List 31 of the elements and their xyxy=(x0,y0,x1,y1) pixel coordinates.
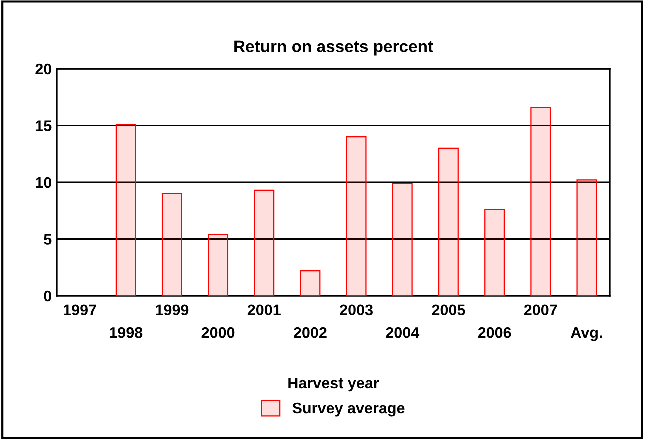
bar xyxy=(208,234,229,296)
x-tick-label: 2004 xyxy=(386,327,420,338)
y-tick-label: 5 xyxy=(44,234,52,245)
legend-label: Survey average xyxy=(292,402,405,417)
bar xyxy=(392,183,413,296)
y-tick-label: 20 xyxy=(36,64,52,75)
bar xyxy=(162,193,182,296)
x-tick-label: Avg. xyxy=(571,328,602,342)
bar xyxy=(300,270,321,296)
y-tick-label: 15 xyxy=(36,120,52,132)
x-axis-title: Harvest year xyxy=(288,378,380,392)
bar xyxy=(254,190,275,296)
bar xyxy=(438,148,459,296)
x-tick-label: 2002 xyxy=(294,327,327,338)
x-tick-label: 2003 xyxy=(340,304,373,316)
y-tick-label: 0 xyxy=(44,290,52,302)
x-tick-label: 1997 xyxy=(64,304,96,316)
bar xyxy=(576,180,598,296)
x-tick-label: 1999 xyxy=(156,304,189,316)
bar xyxy=(116,124,136,296)
x-tick-label: 2007 xyxy=(524,304,558,316)
chart-title: Return on assets percent xyxy=(234,40,434,56)
bar xyxy=(530,107,552,296)
x-tick-label: 1998 xyxy=(110,327,143,338)
bar xyxy=(346,136,367,296)
x-tick-label: 2006 xyxy=(478,327,512,338)
x-tick-label: 2000 xyxy=(202,327,235,338)
x-tick-label: 2005 xyxy=(432,304,466,316)
bar xyxy=(484,209,506,296)
x-tick-label: 2001 xyxy=(248,304,281,316)
y-tick-label: 10 xyxy=(36,177,52,188)
